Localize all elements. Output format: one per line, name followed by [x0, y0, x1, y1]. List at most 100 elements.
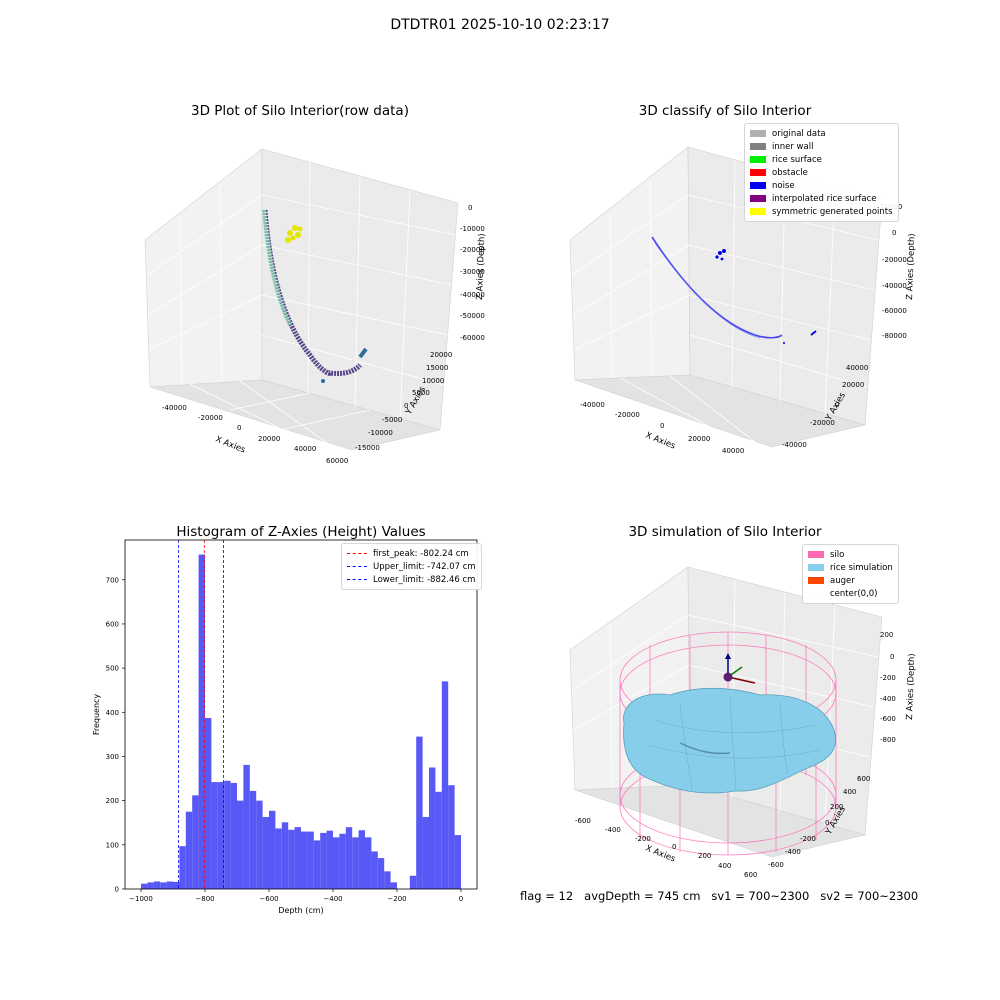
auger-icon	[723, 653, 756, 684]
histogram-xlabel: Depth (cm)	[278, 906, 323, 915]
histogram-xtick-label-0: −1000	[129, 895, 153, 903]
svg-text:-40000: -40000	[162, 404, 187, 412]
status-avg-depth: avgDepth = 745 cm	[584, 889, 701, 903]
svg-text:-200: -200	[800, 835, 816, 843]
svg-text:-20000: -20000	[810, 419, 835, 427]
raw-small-cluster	[358, 347, 368, 359]
legend-item-auger: auger	[808, 574, 893, 587]
histogram-chart: −1000 −800 −600 −400 −200 0 0 100 200 300 400 500 6…	[92, 539, 478, 915]
histogram-xtick-label-3: −400	[323, 895, 342, 903]
histogram-ytick-label-5: 500	[106, 665, 119, 673]
svg-text:0: 0	[672, 843, 676, 851]
svg-text:0: 0	[892, 229, 896, 237]
histogram-bar-43	[429, 767, 436, 889]
histogram-bar-31	[339, 833, 346, 889]
histogram-bar-6	[179, 846, 186, 889]
svg-text:60000: 60000	[326, 457, 348, 465]
svg-text:-15000: -15000	[355, 444, 380, 452]
svg-text:-10000: -10000	[368, 429, 393, 437]
svg-text:400: 400	[843, 788, 856, 796]
histogram-bar-46	[448, 785, 455, 889]
svg-text:0: 0	[890, 653, 894, 661]
histogram-frame	[124, 539, 478, 890]
histogram-xtick-label-4: −200	[387, 895, 406, 903]
histogram-bar-3	[160, 882, 167, 889]
histogram-yticks: 0 100 200 300 400 500 600 700	[106, 576, 125, 894]
histogram-bar-15	[237, 800, 244, 889]
histogram-bar-45	[441, 681, 449, 889]
svg-text:20000: 20000	[842, 381, 864, 389]
sim-zlabel: Z Axies (Depth)	[905, 653, 917, 720]
svg-text:0: 0	[825, 819, 829, 827]
histogram-bar-23	[288, 829, 295, 889]
sim-ytick-labels: -600 -400 -200 0 200 400 600	[768, 775, 870, 869]
svg-text:10000: 10000	[422, 377, 444, 385]
svg-text:600: 600	[857, 775, 870, 783]
sim-ztick-labels: 200 0 -200 -400 -600 -800	[880, 631, 896, 744]
raw-3d-plot: X Axies Y Axies Z Axies (Depth) -40000 -…	[144, 148, 487, 465]
histogram-bar-28	[320, 832, 327, 889]
svg-text:200: 200	[698, 852, 711, 860]
histogram-bar-33	[352, 837, 359, 889]
histogram-bar-25	[301, 831, 308, 889]
svg-text:0: 0	[660, 422, 664, 430]
raw-ztick-labels: 0 -10000 -20000 -30000 -40000 -50000 -60…	[460, 204, 485, 342]
figure-title: DTDTR01 2025-10-10 02:23:17	[390, 17, 610, 33]
histogram-bar-9	[198, 554, 205, 889]
raw-ytick-labels: -15000 -10000 -5000 0 5000 10000 15000 2…	[355, 351, 452, 452]
histogram-bar-5	[173, 881, 180, 889]
histogram-bar-13	[224, 780, 231, 889]
svg-text:15000: 15000	[426, 364, 448, 372]
svg-text:-5000: -5000	[382, 416, 402, 424]
histogram-bar-20	[269, 810, 276, 889]
histogram-xticks: −1000 −800 −600 −400 −200 0	[129, 889, 463, 903]
histogram-ytick-label-2: 200	[106, 797, 119, 805]
histogram-bar-44	[435, 791, 442, 889]
histogram-bar-41	[416, 736, 423, 889]
legend-item-center: center(0,0)	[808, 587, 893, 600]
legend-item-silo: silo	[808, 548, 893, 561]
svg-text:-400: -400	[880, 695, 896, 703]
svg-text:0: 0	[835, 401, 839, 409]
raw-grid	[146, 161, 457, 446]
classify-noise-points	[715, 249, 785, 344]
status-line: flag = 12 avgDepth = 745 cm sv1 = 700~23…	[520, 889, 918, 903]
histogram-xtick-label-5: 0	[459, 895, 463, 903]
svg-text:40000: 40000	[722, 447, 744, 455]
classify-plot-title: 3D classify of Silo Interior	[638, 103, 812, 119]
histogram-bar-24	[294, 827, 301, 889]
status-sv2: sv2 = 700~2300	[820, 889, 919, 903]
svg-text:-600: -600	[880, 715, 896, 723]
histogram-bar-32	[345, 827, 353, 889]
svg-text:-20000: -20000	[198, 414, 223, 422]
svg-text:-60000: -60000	[460, 334, 485, 342]
histogram-bar-26	[307, 831, 314, 889]
svg-text:-80000: -80000	[882, 332, 907, 340]
histogram-bar-36	[371, 851, 378, 889]
svg-text:200: 200	[830, 803, 843, 811]
svg-text:-40000: -40000	[782, 441, 807, 449]
simulation-plot-title: 3D simulation of Silo Interior	[628, 524, 822, 540]
simulation-legend: silo rice simulation auger center(0,0)	[802, 544, 899, 604]
histogram-bar-16	[243, 764, 250, 889]
raw-yellow-cluster	[285, 225, 303, 243]
legend-item-upper-limit: Upper_limit: -742.07 cm	[347, 560, 476, 573]
histogram-bar-34	[358, 830, 365, 889]
svg-text:-400: -400	[785, 848, 801, 856]
histogram-bar-17	[249, 790, 257, 889]
raw-zlabel: Z Axies (Depth)	[475, 233, 487, 300]
histogram-xtick-label-2: −600	[259, 895, 278, 903]
svg-text:0: 0	[404, 402, 408, 410]
svg-text:-20000: -20000	[882, 256, 907, 264]
svg-text:-400: -400	[605, 826, 621, 834]
histogram-bar-22	[281, 822, 289, 889]
histogram-bar-11	[211, 782, 218, 889]
histogram-bar-47	[454, 835, 461, 889]
classify-xlabel: X Axies	[644, 431, 677, 452]
histogram-bar-12	[217, 782, 225, 889]
raw-plot-title: 3D Plot of Silo Interior(row data)	[191, 103, 409, 119]
histogram-bar-38	[384, 871, 391, 889]
raw-point-curve-light	[262, 209, 292, 326]
legend-item-symmetric-generated-points: symmetric generated points	[750, 205, 893, 218]
histogram-bar-42	[422, 816, 429, 889]
